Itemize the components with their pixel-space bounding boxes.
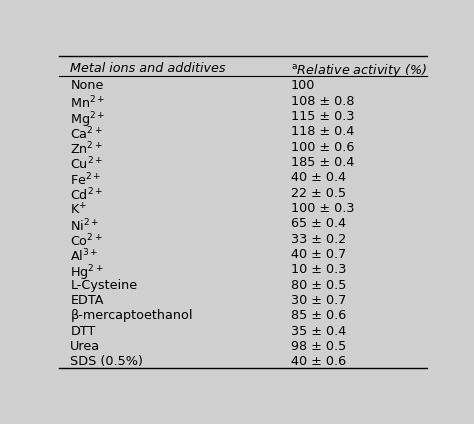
Text: Ca$^{2+}$: Ca$^{2+}$ (70, 126, 103, 142)
Text: 33 ± 0.2: 33 ± 0.2 (291, 233, 346, 246)
Text: 35 ± 0.4: 35 ± 0.4 (291, 325, 346, 338)
Text: Cu$^{2+}$: Cu$^{2+}$ (70, 156, 103, 173)
Text: Fe$^{2+}$: Fe$^{2+}$ (70, 171, 101, 188)
Text: 80 ± 0.5: 80 ± 0.5 (291, 279, 346, 292)
Text: 100 ± 0.6: 100 ± 0.6 (291, 141, 354, 153)
Text: DTT: DTT (70, 325, 96, 338)
Text: Cd$^{2+}$: Cd$^{2+}$ (70, 187, 103, 203)
Text: 40 ± 0.6: 40 ± 0.6 (291, 355, 346, 368)
Text: 40 ± 0.7: 40 ± 0.7 (291, 248, 346, 261)
Text: 30 ± 0.7: 30 ± 0.7 (291, 294, 346, 307)
Text: 85 ± 0.6: 85 ± 0.6 (291, 310, 346, 323)
Text: L-Cysteine: L-Cysteine (70, 279, 137, 292)
Text: β-mercaptoethanol: β-mercaptoethanol (70, 310, 193, 323)
Text: SDS (0.5%): SDS (0.5%) (70, 355, 143, 368)
Text: Mn$^{2+}$: Mn$^{2+}$ (70, 95, 106, 111)
Text: 108 ± 0.8: 108 ± 0.8 (291, 95, 354, 108)
Text: Hg$^{2+}$: Hg$^{2+}$ (70, 263, 104, 283)
Text: Urea: Urea (70, 340, 100, 353)
Text: Zn$^{2+}$: Zn$^{2+}$ (70, 141, 103, 157)
Text: Co$^{2+}$: Co$^{2+}$ (70, 233, 103, 249)
Text: K$^{+}$: K$^{+}$ (70, 202, 87, 218)
Text: None: None (70, 79, 104, 92)
Text: 115 ± 0.3: 115 ± 0.3 (291, 110, 354, 123)
Text: 185 ± 0.4: 185 ± 0.4 (291, 156, 354, 169)
Text: 100 ± 0.3: 100 ± 0.3 (291, 202, 354, 215)
Text: 98 ± 0.5: 98 ± 0.5 (291, 340, 346, 353)
Text: 118 ± 0.4: 118 ± 0.4 (291, 126, 354, 138)
Text: $^{\mathrm{a}}$Relative activity (%): $^{\mathrm{a}}$Relative activity (%) (291, 62, 427, 79)
Text: Metal ions and additives: Metal ions and additives (70, 62, 226, 75)
Text: Al$^{3+}$: Al$^{3+}$ (70, 248, 99, 265)
Text: 40 ± 0.4: 40 ± 0.4 (291, 171, 346, 184)
Text: Ni$^{2+}$: Ni$^{2+}$ (70, 218, 100, 234)
Text: 22 ± 0.5: 22 ± 0.5 (291, 187, 346, 200)
Text: 65 ± 0.4: 65 ± 0.4 (291, 218, 346, 230)
Text: Mg$^{2+}$: Mg$^{2+}$ (70, 110, 106, 130)
Text: EDTA: EDTA (70, 294, 104, 307)
Text: 10 ± 0.3: 10 ± 0.3 (291, 263, 346, 276)
Text: 100: 100 (291, 79, 315, 92)
